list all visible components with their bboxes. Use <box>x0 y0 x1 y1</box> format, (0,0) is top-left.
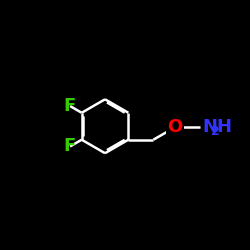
Text: F: F <box>63 97 75 115</box>
Text: 2: 2 <box>211 125 220 138</box>
Text: NH: NH <box>202 118 232 136</box>
Text: O: O <box>168 118 183 136</box>
Text: F: F <box>63 138 75 156</box>
